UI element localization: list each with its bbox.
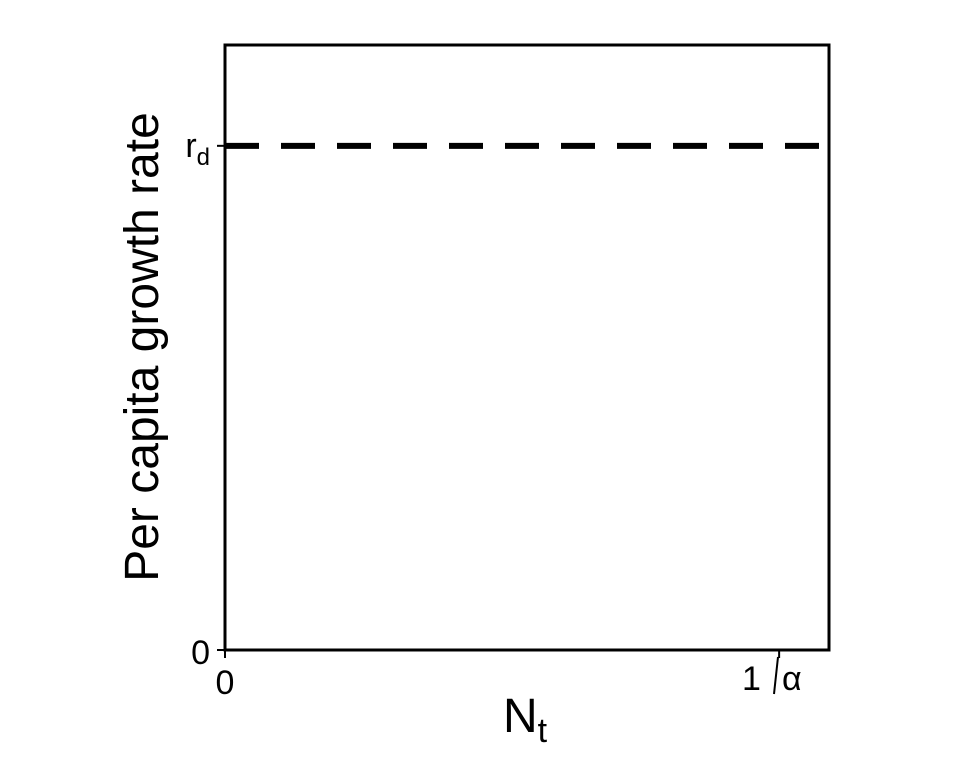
y-tick-label-rd-subscript: d — [197, 144, 210, 171]
y-tick-label-rd: rd — [185, 127, 210, 171]
x-tick-label-one-over-alpha: 1 α — [742, 656, 802, 698]
x-axis-title-subscript: t — [538, 712, 548, 750]
x-tick-label-denominator: α — [782, 660, 802, 698]
y-tick-label-zero: 0 — [191, 634, 210, 672]
plot-frame — [223, 43, 831, 652]
y-axis-title: Per capita growth rate — [116, 112, 169, 582]
x-tick-label-zero: 0 — [216, 664, 235, 702]
chart-marks — [217, 142, 829, 658]
y-tick-label-rd-main: r — [185, 127, 196, 165]
x-tick-label-numerator: 1 — [742, 660, 761, 698]
x-tick-label-fraction-slash — [773, 656, 779, 695]
x-axis-title: Nt — [503, 690, 548, 750]
x-axis-title-main: N — [503, 690, 538, 743]
